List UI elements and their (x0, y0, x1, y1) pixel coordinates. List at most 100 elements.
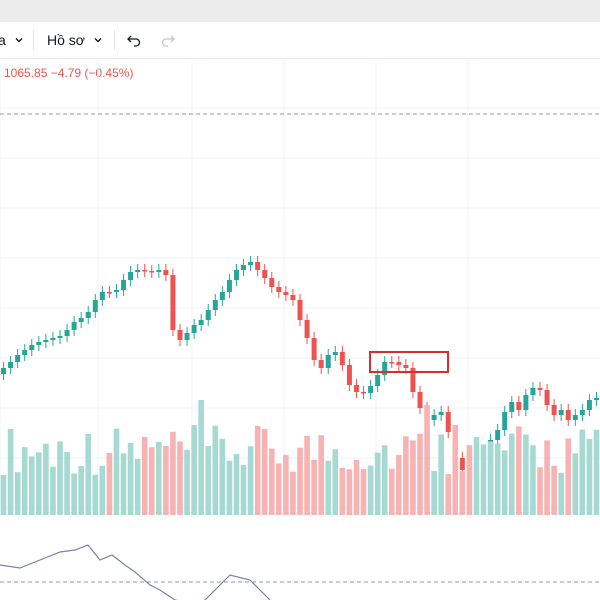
candle-body (523, 395, 529, 410)
candle-body (36, 342, 42, 345)
candle-body (1, 368, 7, 374)
undo-icon (127, 35, 141, 47)
candle-body (156, 270, 162, 272)
volume-bar (92, 474, 99, 515)
candle-body (389, 362, 395, 364)
volume-bar (593, 429, 600, 515)
volume-bar (530, 445, 536, 515)
candle-body (106, 292, 112, 294)
volume-bar (43, 443, 49, 515)
candle-body (142, 270, 148, 272)
candle-body (551, 405, 557, 415)
volume-bar (332, 449, 339, 515)
candle-body (177, 330, 183, 340)
candle-body (375, 375, 381, 386)
volume-bar (233, 454, 240, 515)
volume-bar (565, 438, 572, 515)
candle-body (544, 390, 550, 405)
volume-bar (494, 443, 501, 515)
candle-body (290, 295, 296, 300)
volume-bar (473, 437, 480, 515)
candle-body (149, 271, 155, 273)
redo-icon (161, 35, 175, 47)
candle-body (537, 388, 543, 390)
volume-bar (205, 446, 212, 515)
volume-bar (50, 466, 56, 515)
volume-bar (572, 453, 579, 515)
profile-dropdown[interactable]: Hồ sơ (47, 22, 103, 58)
candle-body (15, 355, 21, 362)
candle-body (325, 355, 331, 368)
volume-bar (417, 433, 423, 515)
volume-bar (198, 400, 204, 515)
volume-bar (388, 468, 395, 515)
redo-button[interactable] (160, 22, 176, 58)
candle-body (92, 300, 98, 312)
volume-bar (445, 474, 452, 515)
candle-body (339, 352, 345, 365)
candle-body (332, 352, 338, 355)
ohlc-legend: 1065.85 −4.79 (−0.45%) (4, 66, 134, 80)
volume-bar (452, 425, 459, 515)
candle-body (297, 300, 303, 320)
toolbar-divider (114, 30, 115, 50)
candle-body (135, 270, 141, 272)
volume-bar (163, 445, 169, 515)
candle-body (219, 292, 225, 300)
volume-bar (276, 463, 282, 515)
candle-body (248, 262, 254, 265)
volume-bar (579, 429, 586, 515)
volume-bar (325, 460, 332, 515)
chevron-down-icon (15, 38, 23, 43)
browser-top-strip (0, 0, 600, 22)
volume-bar (537, 467, 543, 515)
candle-body (184, 333, 190, 340)
volume-bar (268, 448, 275, 515)
candle-body (226, 280, 232, 292)
candle-body (78, 318, 84, 322)
volume-bar (396, 455, 402, 515)
candle-body (502, 412, 508, 430)
candle-body (396, 362, 402, 365)
candle-body (29, 345, 35, 350)
volume-bar (78, 466, 84, 515)
volume-bar (28, 456, 35, 515)
candle-body (368, 386, 374, 393)
toolbar-partial-dropdown[interactable]: a (0, 22, 24, 58)
volume-bar (127, 442, 134, 515)
volume-bar (120, 453, 127, 515)
candle-body (495, 430, 501, 440)
volume-bar (586, 438, 593, 515)
candle-body (417, 392, 423, 408)
volume-bar (261, 428, 268, 515)
volume-bar (247, 446, 254, 515)
candle-body (304, 320, 310, 338)
volume-bar (99, 465, 106, 515)
volume-bar (339, 467, 346, 515)
candle-body (530, 388, 536, 395)
candle-body (572, 415, 578, 420)
volume-bar (346, 469, 353, 515)
volume-bar (367, 465, 374, 515)
candle-body (586, 400, 592, 410)
volume-bar (0, 475, 7, 515)
candle-body (170, 275, 176, 330)
candle-body (22, 350, 28, 355)
candle-body (198, 320, 204, 325)
candle-body (558, 410, 564, 415)
candle-body (403, 365, 409, 368)
volume-bar (71, 473, 77, 515)
price-chart-canvas[interactable] (0, 58, 600, 600)
candle-body (269, 278, 275, 287)
candle-body (85, 312, 91, 318)
volume-bar (64, 451, 70, 515)
volume-bar (424, 405, 430, 515)
undo-button[interactable] (126, 22, 142, 58)
candle-body (361, 392, 367, 394)
candle-body (318, 360, 324, 368)
volume-bar (523, 434, 529, 515)
volume-bar (134, 458, 141, 515)
candle-body (382, 362, 388, 375)
candle-body (8, 362, 14, 368)
candle-body (262, 270, 268, 278)
